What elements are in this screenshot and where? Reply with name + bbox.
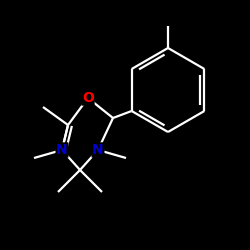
Text: O: O [82, 91, 94, 105]
Text: N: N [56, 143, 68, 157]
Text: N: N [92, 143, 104, 157]
